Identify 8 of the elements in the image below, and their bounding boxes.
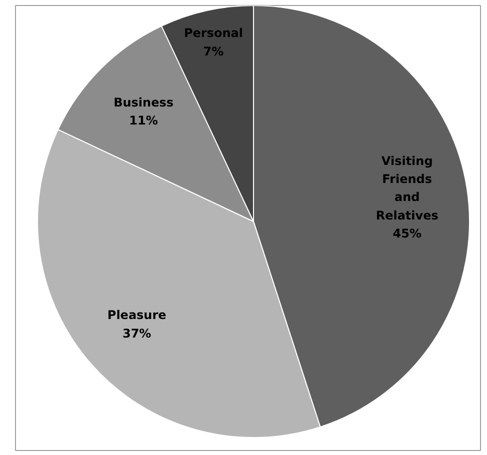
slice-label: Business — [114, 95, 174, 110]
data-label: 37% — [122, 326, 152, 340]
data-label: 11% — [129, 114, 158, 128]
slice-label: Visiting Friends and Relatives — [376, 154, 438, 222]
slice-label: Personal — [184, 26, 243, 40]
slice-label: Pleasure — [107, 308, 166, 322]
data-label: 45% — [392, 226, 422, 241]
data-label: 7% — [203, 44, 224, 58]
